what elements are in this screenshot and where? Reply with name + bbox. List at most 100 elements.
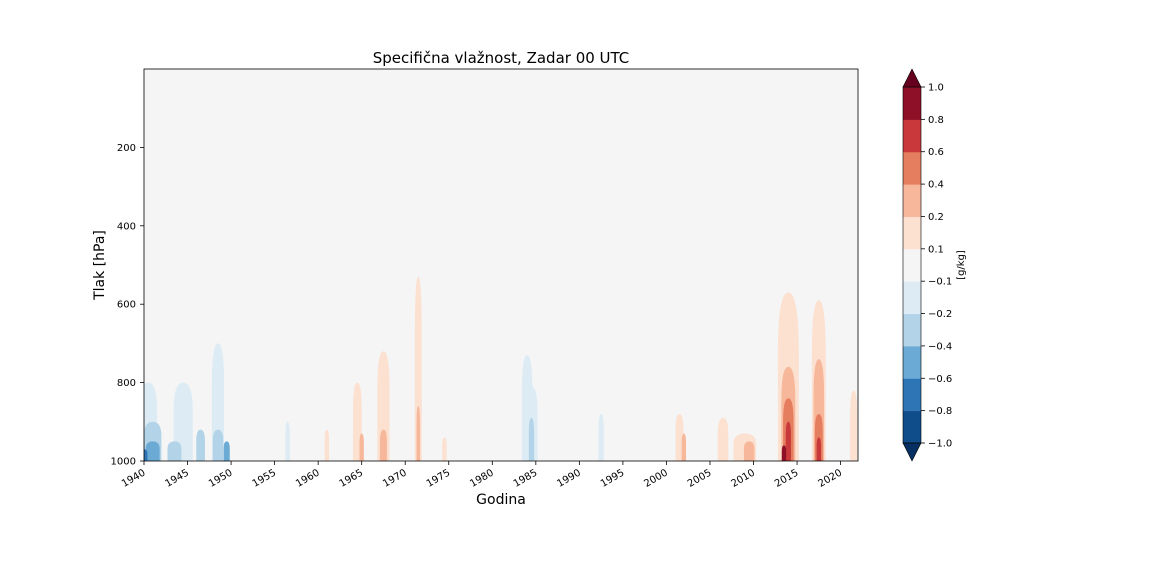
y-tick-label: 400: [117, 221, 136, 232]
y-axis-label: Tlak [hPa]: [92, 230, 108, 301]
anomaly-region: [785, 421, 791, 461]
colorbar-segment: [903, 345, 921, 379]
x-tick-label: 1990: [555, 468, 583, 490]
x-tick-label: 1940: [120, 468, 148, 490]
anomaly-region: [263, 421, 269, 461]
x-axis-label: Godina: [476, 492, 526, 508]
anomaly-region: [315, 417, 321, 461]
colorbar-extend-max: [902, 68, 922, 88]
colorbar-label: [g/kg]: [956, 250, 967, 280]
anomaly-region: [379, 429, 387, 461]
anomaly-region: [480, 343, 487, 461]
plot-frame: [143, 68, 859, 462]
anomaly-region: [371, 374, 379, 461]
anomaly-region: [284, 284, 292, 461]
anomaly-region: [359, 433, 364, 461]
anomaly-region: [442, 437, 447, 461]
anomaly-region: [816, 437, 821, 461]
colorbar-segment: [903, 313, 921, 347]
anomaly-region: [620, 366, 626, 461]
colorbar-segment: [903, 216, 921, 250]
colorbar-tick-label: −0.6: [928, 374, 952, 385]
x-tick-label: 1980: [468, 468, 496, 490]
colorbar-tick-label: −0.4: [928, 341, 952, 352]
x-tick-label: 1960: [294, 468, 322, 490]
y-tick-label: 200: [117, 143, 136, 154]
anomaly-region: [743, 441, 755, 461]
anomaly-region: [212, 429, 224, 461]
anomaly-region: [781, 445, 787, 461]
colorbar-tick-label: 0.4: [928, 180, 944, 191]
y-tick-label: 1000: [111, 457, 136, 468]
colorbar-tick-label: 0.1: [928, 244, 944, 255]
colorbar-segment: [903, 87, 921, 120]
anomaly-region: [416, 406, 421, 461]
anomaly-region: [665, 410, 677, 461]
colorbar-segment: [903, 248, 921, 282]
x-tick-label: 1965: [338, 468, 366, 490]
colorbar-tick-label: −0.2: [928, 309, 952, 320]
anomaly-region: [681, 433, 687, 461]
anomaly-region: [271, 429, 278, 461]
anomaly-region: [167, 441, 182, 461]
colorbar-segment: [903, 410, 921, 444]
x-tick-label: 2000: [642, 468, 670, 490]
anomaly-region: [428, 421, 435, 461]
x-tick-label: 2020: [817, 468, 845, 490]
colorbar-segment: [903, 281, 921, 315]
colorbar-tick-label: −0.1: [928, 277, 952, 288]
anomaly-region: [232, 421, 239, 461]
anomaly-region: [653, 441, 663, 461]
anomaly-region: [293, 413, 299, 461]
anomaly-region: [196, 429, 205, 461]
colorbar-tick-label: 1.0: [928, 83, 944, 94]
anomaly-region: [850, 390, 858, 461]
colorbar-segment: [903, 119, 921, 153]
x-tick-label: 1975: [425, 468, 453, 490]
anomaly-region: [506, 425, 514, 461]
anomaly-region: [528, 417, 535, 461]
colorbar-frame: [902, 86, 922, 444]
y-axis: 200 400 600 800 1000: [111, 143, 144, 468]
anomaly-region: [598, 413, 604, 461]
x-tick-label: 2015: [773, 468, 801, 490]
anomaly-region: [497, 421, 505, 461]
colorbar-segment: [903, 151, 921, 185]
anomaly-region: [675, 413, 684, 461]
anomaly-region: [223, 441, 230, 461]
x-tick-label: 1985: [512, 468, 540, 490]
anomaly-region: [285, 421, 290, 461]
anomaly-region: [324, 429, 330, 461]
y-tick-label: 800: [117, 378, 136, 389]
x-axis: 1940 1945 1950 1955 1960 1965 1970 1975 1980 1985…: [120, 461, 844, 490]
anomaly-region: [467, 382, 474, 461]
anomaly-region: [173, 382, 193, 461]
anomaly-region: [377, 351, 390, 461]
x-tick-label: 1945: [163, 468, 191, 490]
colorbar-tick-label: 0.8: [928, 115, 944, 126]
y-tick-label: 600: [117, 300, 136, 311]
anomaly-region: [237, 366, 243, 461]
chart-title: Specifična vlažnost, Zadar 00 UTC: [373, 49, 630, 67]
x-tick-label: 1950: [207, 468, 235, 490]
colorbar-tick-label: −0.8: [928, 406, 952, 417]
anomaly-region: [414, 276, 422, 461]
colorbar-extend-min: [902, 442, 922, 462]
anomaly-region: [458, 366, 466, 461]
colorbar-segment: [903, 184, 921, 217]
colorbar-tick-label: 0.2: [928, 212, 944, 223]
colorbar: −1.0 −0.8 −0.6 −0.4 −0.2 −0.1 0.1 0.2 0.4 0.6 0.8 1…: [902, 68, 952, 462]
anomaly-region: [717, 417, 729, 461]
anomaly-layer: [144, 249, 858, 461]
anomaly-region: [739, 304, 768, 461]
anomaly-region: [246, 304, 251, 461]
x-tick-label: 1970: [381, 468, 409, 490]
anomaly-region: [352, 382, 362, 461]
x-tick-label: 2010: [729, 468, 757, 490]
colorbar-tick-label: 0.6: [928, 147, 944, 158]
anomaly-region: [144, 449, 148, 461]
x-tick-label: 1955: [251, 468, 279, 490]
anomaly-region: [145, 441, 160, 461]
anomaly-region: [575, 370, 583, 461]
